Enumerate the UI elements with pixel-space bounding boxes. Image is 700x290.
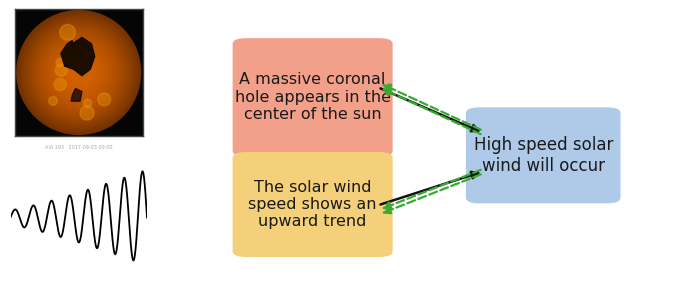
Circle shape (69, 63, 88, 82)
Circle shape (75, 68, 83, 77)
Circle shape (25, 19, 133, 126)
Circle shape (46, 40, 112, 105)
Circle shape (27, 20, 131, 125)
FancyBboxPatch shape (232, 152, 393, 257)
Circle shape (58, 52, 99, 93)
Circle shape (40, 33, 118, 112)
Text: High speed solar
wind will occur: High speed solar wind will occur (473, 136, 613, 175)
Circle shape (63, 57, 94, 88)
Circle shape (27, 21, 130, 124)
FancyBboxPatch shape (466, 107, 620, 203)
Circle shape (31, 25, 127, 120)
Circle shape (73, 66, 85, 79)
Circle shape (50, 44, 107, 101)
Circle shape (44, 38, 113, 107)
Circle shape (41, 35, 116, 110)
Text: The solar wind
speed shows an
upward trend: The solar wind speed shows an upward tre… (248, 180, 377, 229)
Polygon shape (61, 37, 94, 76)
Circle shape (74, 68, 83, 77)
Circle shape (37, 31, 120, 114)
Circle shape (60, 54, 97, 91)
Circle shape (64, 58, 94, 87)
Circle shape (34, 28, 123, 117)
Circle shape (17, 11, 141, 134)
Circle shape (18, 12, 139, 133)
Circle shape (20, 14, 137, 131)
Circle shape (62, 55, 96, 90)
Circle shape (56, 50, 102, 95)
Circle shape (80, 106, 94, 120)
Circle shape (65, 59, 92, 86)
Circle shape (42, 36, 116, 109)
Circle shape (60, 53, 98, 92)
Circle shape (28, 21, 130, 124)
Circle shape (18, 11, 140, 134)
Circle shape (36, 29, 122, 116)
Circle shape (60, 24, 76, 40)
Circle shape (77, 71, 80, 74)
Circle shape (32, 26, 125, 119)
Circle shape (47, 40, 111, 105)
Circle shape (55, 64, 67, 76)
Circle shape (57, 51, 100, 94)
Circle shape (49, 43, 108, 102)
Circle shape (22, 16, 135, 129)
Circle shape (30, 24, 127, 121)
Circle shape (68, 61, 90, 84)
Circle shape (23, 17, 134, 128)
Text: AIA 193   2017-09-03 00:00: AIA 193 2017-09-03 00:00 (45, 145, 113, 150)
Circle shape (29, 22, 129, 123)
Circle shape (62, 56, 95, 89)
Circle shape (24, 18, 134, 127)
Circle shape (25, 19, 132, 126)
Circle shape (43, 37, 115, 108)
Circle shape (34, 27, 124, 118)
Circle shape (74, 67, 84, 78)
Polygon shape (71, 88, 82, 101)
Circle shape (67, 61, 90, 84)
Circle shape (29, 23, 128, 122)
Circle shape (36, 30, 121, 115)
Circle shape (71, 66, 86, 79)
Circle shape (32, 26, 126, 119)
Circle shape (66, 60, 91, 85)
Circle shape (54, 78, 66, 90)
Circle shape (48, 42, 109, 103)
Circle shape (35, 29, 122, 116)
Circle shape (76, 69, 82, 76)
Circle shape (45, 39, 113, 106)
Circle shape (51, 45, 106, 100)
Circle shape (21, 14, 136, 130)
Circle shape (19, 13, 139, 132)
Circle shape (49, 97, 57, 105)
Circle shape (38, 32, 120, 113)
Circle shape (76, 70, 81, 75)
Circle shape (50, 44, 108, 102)
Circle shape (48, 41, 110, 104)
FancyBboxPatch shape (232, 38, 393, 157)
Circle shape (54, 48, 104, 97)
Circle shape (38, 32, 119, 113)
Circle shape (22, 15, 136, 130)
Circle shape (52, 46, 106, 99)
Text: A massive coronal
hole appears in the
center of the sun: A massive coronal hole appears in the ce… (234, 72, 391, 122)
Circle shape (61, 55, 97, 90)
Circle shape (57, 50, 101, 95)
Circle shape (53, 47, 104, 98)
Circle shape (71, 65, 87, 80)
Circle shape (56, 58, 64, 67)
Circle shape (83, 99, 92, 107)
Circle shape (55, 48, 103, 97)
Circle shape (70, 64, 88, 81)
Circle shape (85, 50, 91, 57)
Circle shape (98, 93, 111, 106)
Circle shape (69, 62, 89, 83)
Circle shape (78, 72, 80, 73)
Circle shape (55, 49, 102, 96)
Circle shape (43, 37, 114, 108)
Circle shape (41, 34, 117, 111)
Circle shape (64, 58, 93, 87)
